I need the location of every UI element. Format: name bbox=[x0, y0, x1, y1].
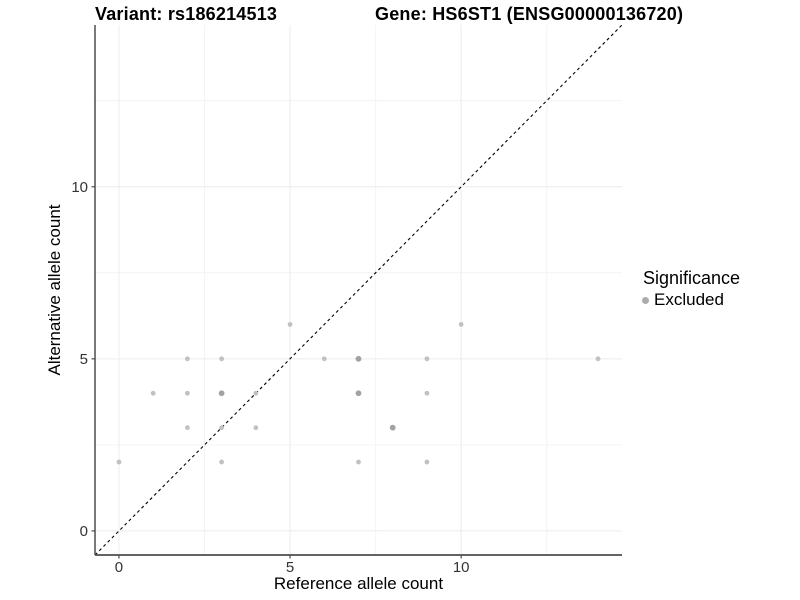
x-axis-title: Reference allele count bbox=[273, 574, 444, 593]
data-point bbox=[321, 356, 327, 362]
data-point bbox=[355, 355, 362, 362]
data-point bbox=[219, 459, 225, 465]
data-point bbox=[253, 425, 259, 431]
y-tick-label: 10 bbox=[71, 179, 88, 196]
data-point bbox=[424, 390, 430, 396]
data-point bbox=[458, 322, 464, 327]
data-point bbox=[184, 390, 190, 396]
data-point bbox=[219, 356, 225, 362]
data-point bbox=[253, 390, 259, 396]
data-point bbox=[595, 356, 601, 362]
data-point bbox=[219, 425, 225, 431]
data-point bbox=[356, 459, 361, 465]
y-tick-label: 5 bbox=[80, 351, 88, 368]
identity-line bbox=[94, 24, 623, 556]
legend-item-excluded: Excluded bbox=[641, 290, 740, 309]
y-axis-title: Alternative allele count bbox=[45, 204, 64, 376]
y-tick-label: 0 bbox=[80, 523, 88, 540]
data-point bbox=[355, 390, 362, 397]
data-point bbox=[424, 459, 430, 465]
data-point bbox=[389, 424, 396, 431]
x-tick-label: 0 bbox=[115, 559, 123, 576]
data-point bbox=[218, 390, 225, 397]
data-point bbox=[184, 425, 190, 431]
legend-title: Significance bbox=[643, 268, 741, 288]
dot-icon bbox=[642, 296, 649, 304]
data-point bbox=[150, 390, 156, 396]
data-point bbox=[424, 356, 430, 362]
x-tick-label: 10 bbox=[453, 559, 470, 576]
data-point bbox=[287, 322, 293, 327]
legend-item-label: Excluded bbox=[654, 290, 724, 309]
data-point bbox=[116, 459, 122, 465]
variant-title: Variant: rs186214513 bbox=[95, 4, 278, 24]
x-tick-label: 5 bbox=[286, 559, 294, 576]
legend: Significance Excluded bbox=[641, 268, 740, 309]
gene-title: Gene: HS6ST1 (ENSG00000136720) bbox=[375, 4, 684, 24]
data-point bbox=[184, 356, 190, 362]
